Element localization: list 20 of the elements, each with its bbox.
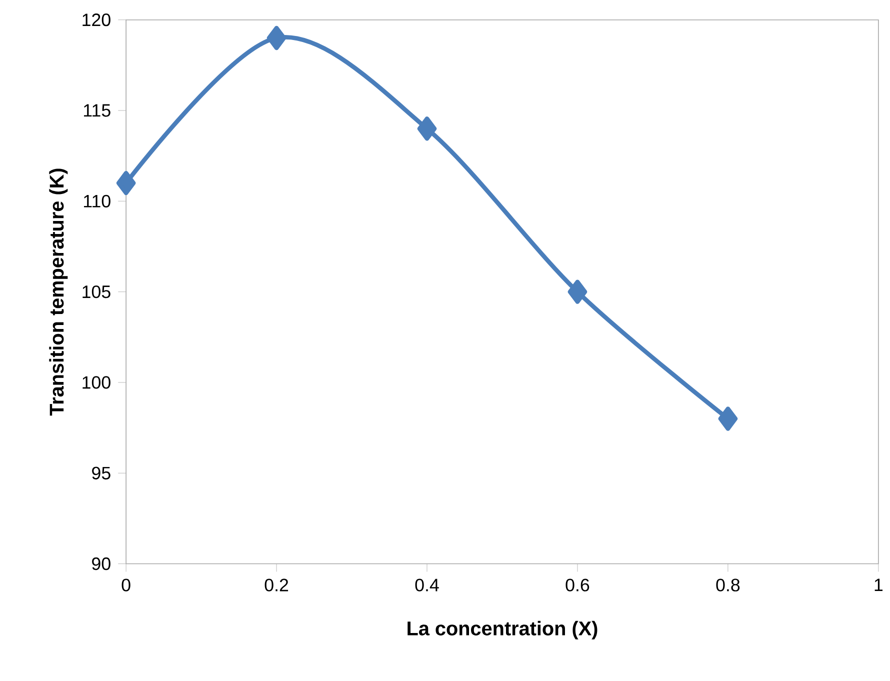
y-tick-label: 110: [84, 194, 110, 208]
point: [266, 26, 286, 50]
y-tick-label: 90: [92, 557, 110, 570]
y-axis-title: Transition temperature (K): [49, 168, 68, 416]
x-tick-label: 0.8: [716, 578, 740, 592]
x-tick-label: 1: [874, 578, 883, 592]
point: [116, 170, 136, 196]
point: [718, 406, 738, 431]
y-tick-label: 95: [92, 466, 110, 480]
point: [417, 116, 437, 141]
x-axis-title: La concentration (X): [408, 620, 598, 640]
x-tick-label: 0: [122, 578, 130, 592]
x-tick-label: 0.2: [264, 578, 288, 592]
y-tick-label: 100: [82, 376, 110, 389]
y-tick-label: 120: [82, 14, 110, 26]
y-tick-label: 105: [82, 286, 110, 298]
x-tick-label: 0.6: [566, 578, 590, 592]
x-tick-label: 0.4: [415, 578, 439, 592]
point: [568, 280, 588, 304]
y-tick-label: 115: [84, 104, 110, 117]
